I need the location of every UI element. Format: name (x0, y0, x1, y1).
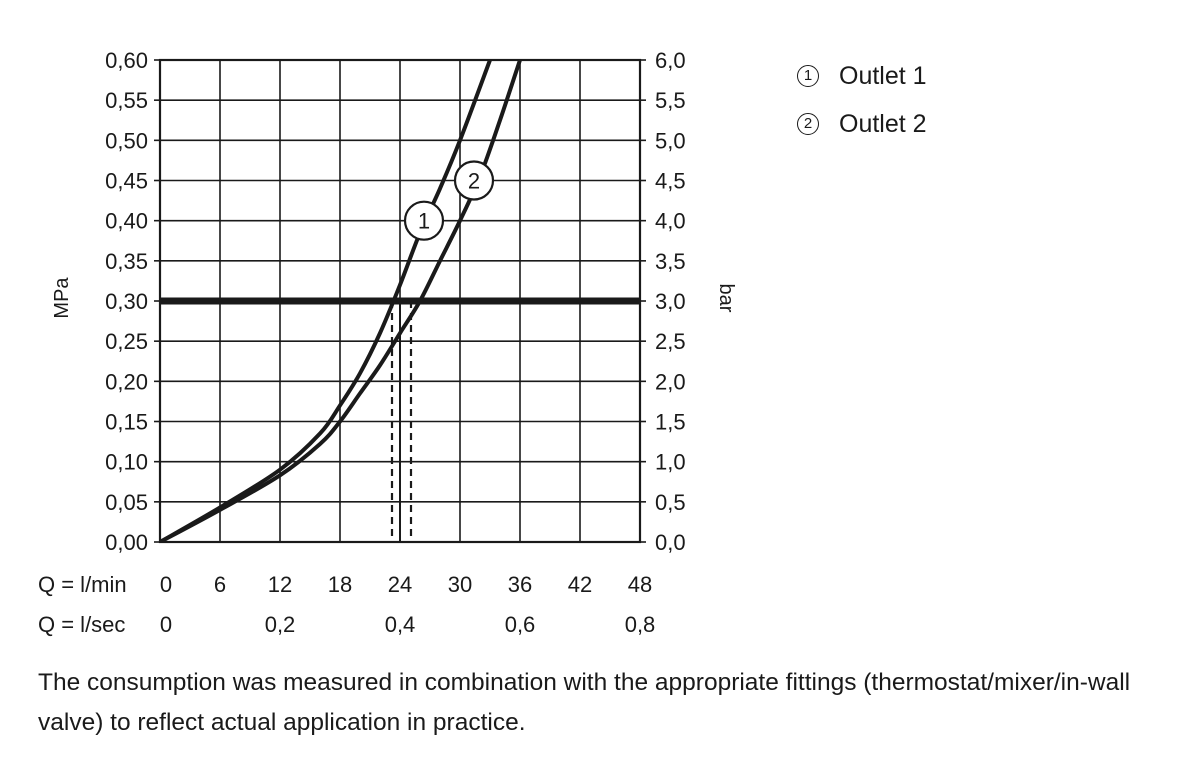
y-tick-label-mpa: 0,20 (105, 369, 148, 394)
legend-item-outlet-1: 1 Outlet 1 (797, 52, 927, 100)
x-axis-row-label-lsec: Q = l/sec (38, 612, 125, 637)
y-tick-label-bar: 3,0 (655, 289, 686, 314)
series-line-outlet-1 (160, 60, 492, 542)
series-marker-label-1: 1 (418, 209, 430, 234)
y-tick-label-mpa: 0,10 (105, 450, 148, 475)
series-marker-circle-2 (453, 160, 495, 201)
y-tick-label-mpa: 0,05 (105, 490, 148, 515)
legend-label-outlet-1: Outlet 1 (839, 62, 927, 90)
x-tick-label-lmin: 0 (160, 572, 172, 597)
x-tick-label-lsec: 0,6 (505, 612, 536, 637)
y-axis-title-right: bar (715, 284, 737, 313)
y-tick-label-bar: 0,5 (655, 490, 686, 515)
y-tick-label-mpa: 0,50 (105, 128, 148, 153)
y-tick-label-mpa: 0,25 (105, 329, 148, 354)
y-tick-label-bar: 6,0 (655, 48, 686, 73)
x-tick-label-lsec: 0,2 (265, 612, 296, 637)
y-axis-title-left: MPa (51, 277, 73, 319)
x-tick-label-lmin: 36 (508, 572, 532, 597)
y-tick-label-mpa: 0,60 (105, 48, 148, 73)
y-tick-label-bar: 1,5 (655, 410, 686, 435)
x-tick-label-lsec: 0 (160, 612, 172, 637)
y-tick-label-bar: 0,0 (655, 530, 686, 555)
y-tick-label-mpa: 0,35 (105, 249, 148, 274)
y-tick-label-mpa: 0,45 (105, 169, 148, 194)
x-tick-label-lmin: 30 (448, 572, 472, 597)
legend-marker-2: 2 (797, 113, 819, 135)
y-tick-label-bar: 5,5 (655, 88, 686, 113)
legend-marker-1: 1 (797, 65, 819, 87)
legend: 1 Outlet 1 2 Outlet 2 (797, 52, 927, 148)
x-tick-label-lmin: 48 (628, 572, 652, 597)
y-tick-label-bar: 4,5 (655, 169, 686, 194)
y-tick-label-mpa: 0,15 (105, 410, 148, 435)
x-tick-label-lmin: 18 (328, 572, 352, 597)
y-tick-label-bar: 5,0 (655, 128, 686, 153)
series-marker-label-2: 2 (468, 169, 480, 194)
x-tick-label-lsec: 0,4 (385, 612, 416, 637)
y-tick-label-bar: 2,5 (655, 329, 686, 354)
y-tick-label-mpa: 0,55 (105, 88, 148, 113)
y-tick-label-mpa: 0,30 (105, 289, 148, 314)
y-tick-label-bar: 2,0 (655, 369, 686, 394)
x-tick-label-lmin: 24 (388, 572, 412, 597)
y-tick-label-bar: 3,5 (655, 249, 686, 274)
x-axis-row-label-lmin: Q = l/min (38, 572, 127, 597)
x-tick-label-lsec: 0,8 (625, 612, 656, 637)
y-tick-label-mpa: 0,00 (105, 530, 148, 555)
legend-label-outlet-2: Outlet 2 (839, 110, 927, 138)
y-tick-label-mpa: 0,40 (105, 209, 148, 234)
measurement-note: The consumption was measured in combinat… (38, 669, 1131, 736)
x-tick-label-lmin: 6 (214, 572, 226, 597)
pressure-flow-chart: 120,000,050,100,150,200,250,300,350,400,… (38, 48, 737, 637)
y-tick-label-bar: 4,0 (655, 209, 686, 234)
x-tick-label-lmin: 42 (568, 572, 592, 597)
series-marker-circle-1 (403, 200, 445, 241)
x-tick-label-lmin: 12 (268, 572, 292, 597)
y-tick-label-bar: 1,0 (655, 450, 686, 475)
legend-item-outlet-2: 2 Outlet 2 (797, 100, 927, 148)
